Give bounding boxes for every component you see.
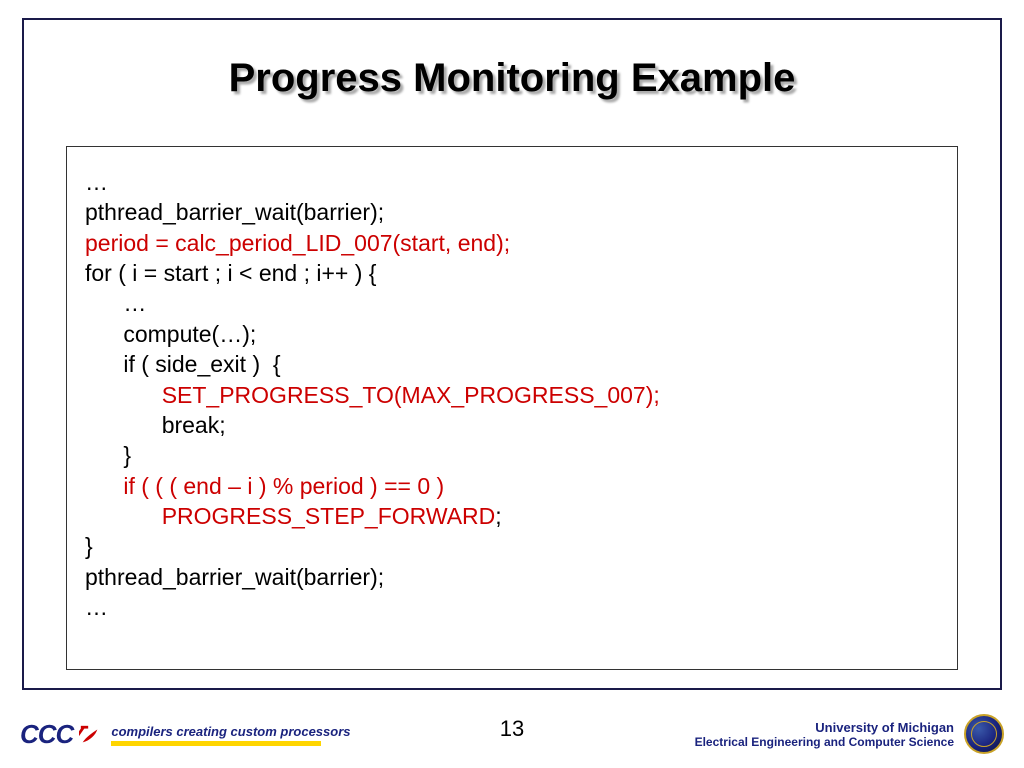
code-line: … (85, 288, 939, 318)
university-seal-icon (964, 714, 1004, 754)
page-number: 13 (500, 716, 524, 742)
code-line: } (85, 440, 939, 470)
code-line: … (85, 167, 939, 197)
yellow-underline (111, 741, 321, 746)
slide-frame: Progress Monitoring Example …pthread_bar… (22, 18, 1002, 690)
footer-right: University of Michigan Electrical Engine… (695, 714, 1004, 754)
code-line: pthread_barrier_wait(barrier); (85, 562, 939, 592)
slide-title: Progress Monitoring Example (24, 56, 1000, 101)
code-line: period = calc_period_LID_007(start, end)… (85, 228, 939, 258)
code-line: pthread_barrier_wait(barrier); (85, 197, 939, 227)
ccc-logo-text: CCC (20, 719, 73, 750)
code-line: SET_PROGRESS_TO(MAX_PROGRESS_007); (85, 380, 939, 410)
code-line: if ( ( ( end – i ) % period ) == 0 ) (85, 471, 939, 501)
university-line1: University of Michigan (695, 720, 954, 735)
footer: CCC compilers creating custom processors… (0, 706, 1024, 768)
code-line: if ( side_exit ) { (85, 349, 939, 379)
tagline-wrap: compilers creating custom processors (111, 724, 350, 746)
tagline-text: compilers creating custom processors (111, 724, 350, 739)
code-box: …pthread_barrier_wait(barrier);period = … (66, 146, 958, 670)
code-line: break; (85, 410, 939, 440)
footer-logo-left: CCC compilers creating custom processors (20, 719, 351, 750)
code-line: PROGRESS_STEP_FORWARD; (85, 501, 939, 531)
code-line: } (85, 531, 939, 561)
university-line2: Electrical Engineering and Computer Scie… (695, 735, 954, 749)
code-line: for ( i = start ; i < end ; i++ ) { (85, 258, 939, 288)
code-line: … (85, 592, 939, 622)
code-line: compute(…); (85, 319, 939, 349)
university-text: University of Michigan Electrical Engine… (695, 720, 954, 749)
hammer-sickle-icon (79, 724, 101, 746)
